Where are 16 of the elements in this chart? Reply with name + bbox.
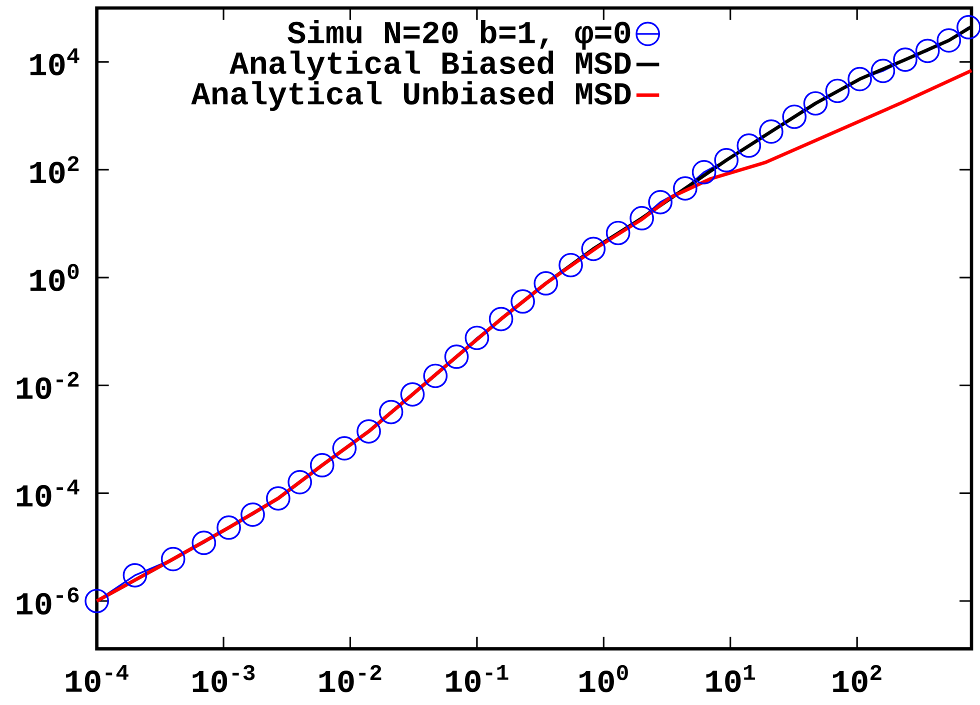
x-tick-label: 10$^{-3}$ (192, 665, 255, 692)
x-tick-label: 10$^{-2}$ (319, 665, 382, 692)
y-tick-label: 10$^{2}$ (30, 156, 79, 184)
x-tick-label: 10$^{-4}$ (66, 665, 128, 692)
x-tick-label: 10$^{0}$ (580, 665, 628, 692)
x-tick-label: 10$^{2}$ (833, 665, 882, 692)
y-tick-label: 10$^{-4}$ (16, 480, 80, 507)
y-tick-label: 10$^{0}$ (30, 264, 79, 292)
legend-label: Analytical Biased MSD (230, 50, 631, 81)
legend-label: Analytical Unbiased MSD (191, 81, 631, 112)
y-tick-label: 10$^{-2}$ (16, 372, 79, 400)
y-tick-label: 10$^{4}$ (30, 48, 80, 76)
x-tick-label: 10$^{-1}$ (446, 665, 508, 692)
x-tick-label: 10$^{1}$ (706, 665, 755, 692)
y-tick-label: 10$^{-6}$ (16, 588, 79, 615)
legend-label: Simu N=20 b=1, φ=0 (288, 20, 630, 50)
